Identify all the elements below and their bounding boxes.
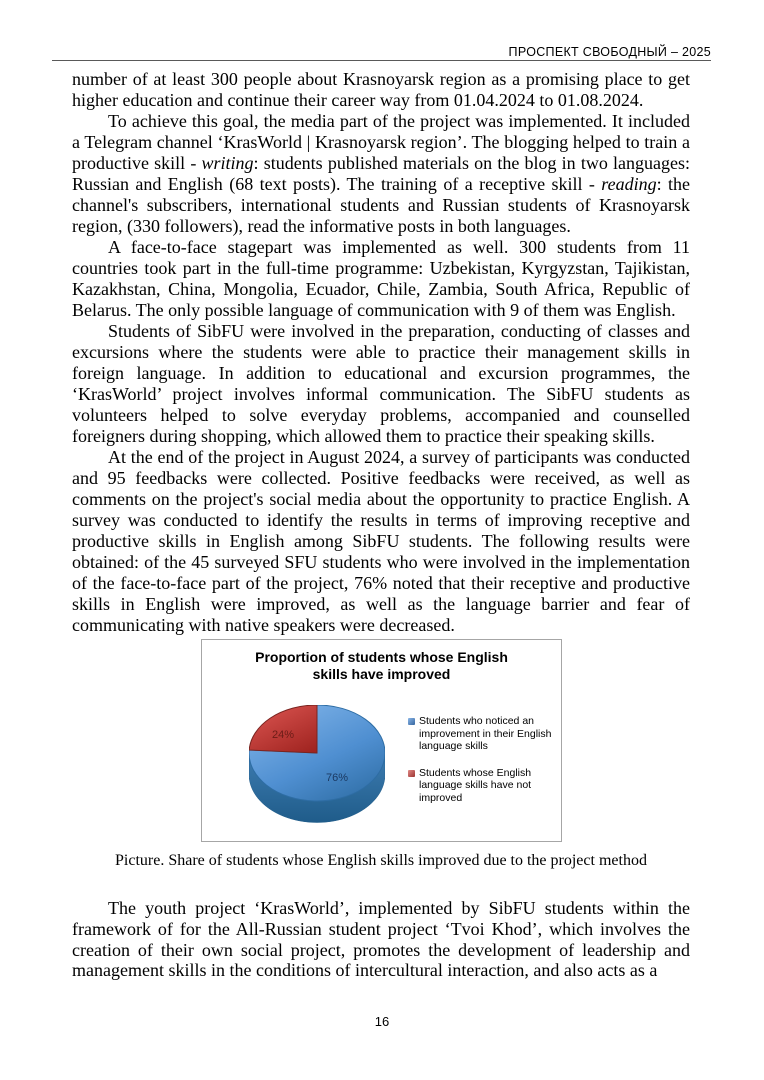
svg-text:24%: 24% (272, 729, 294, 741)
svg-text:76%: 76% (326, 772, 348, 784)
